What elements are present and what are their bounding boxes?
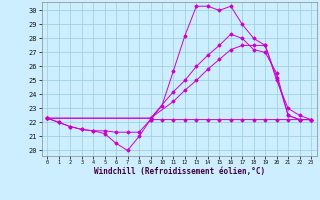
X-axis label: Windchill (Refroidissement éolien,°C): Windchill (Refroidissement éolien,°C) bbox=[94, 167, 265, 176]
